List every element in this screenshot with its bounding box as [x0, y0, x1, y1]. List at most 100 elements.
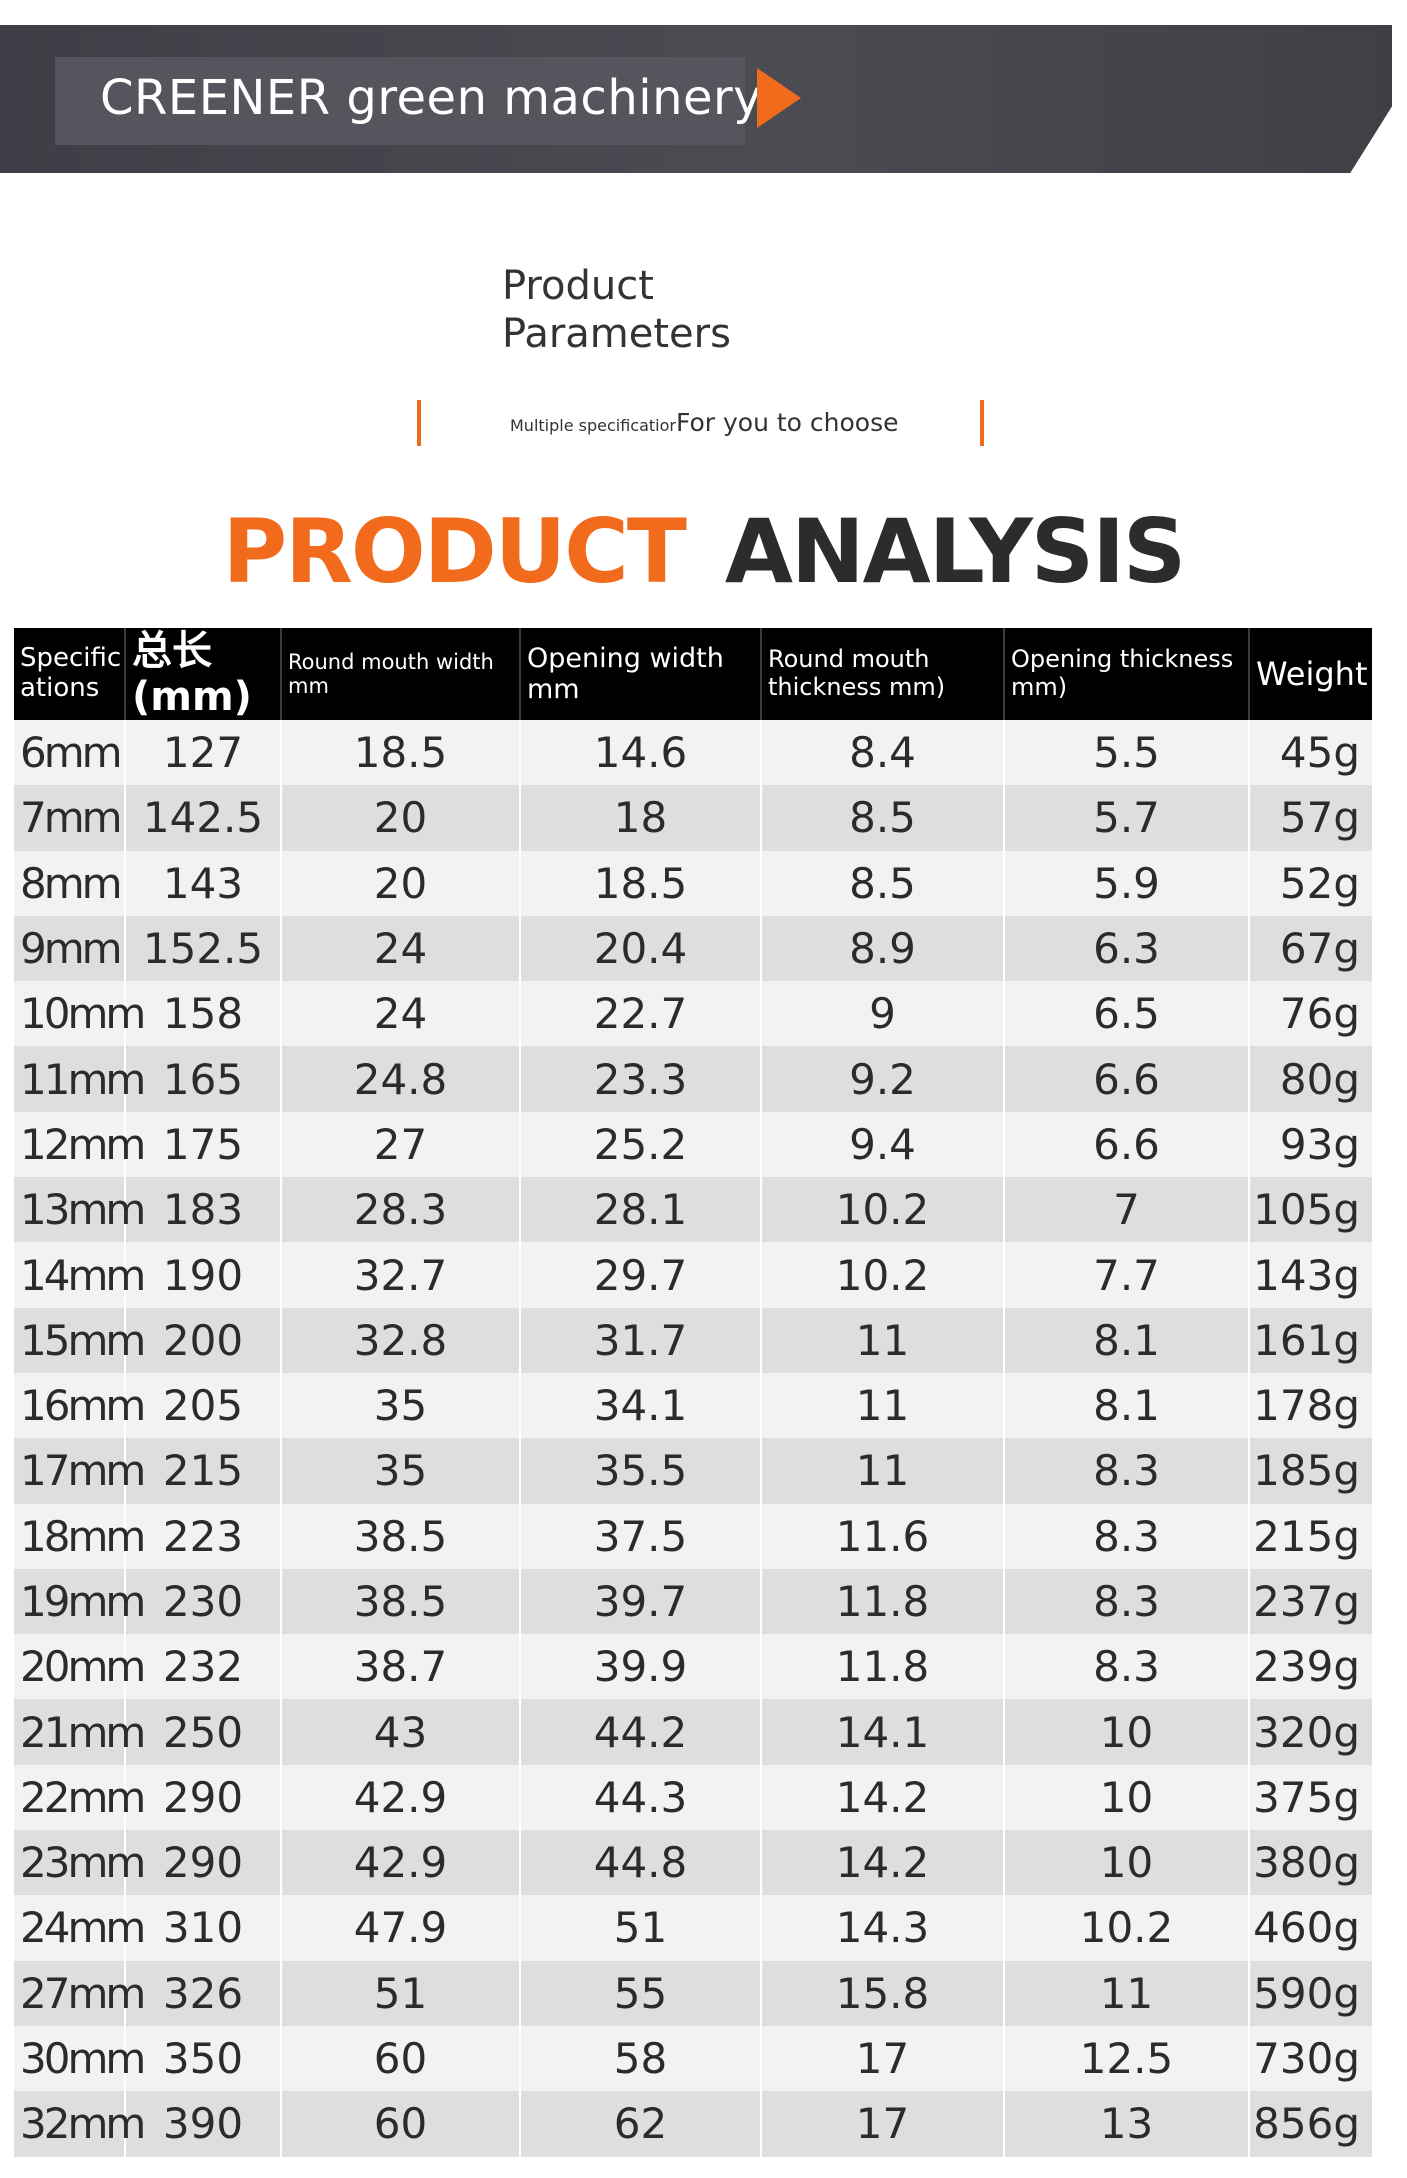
- cell-spec: 20mm: [14, 1634, 146, 1700]
- table-row: 19mm 230 38.5 39.7 11.8 8.3 237g: [14, 1568, 1372, 1635]
- brand-title: CREENER green machinery: [100, 70, 763, 126]
- cell-length: 175: [125, 1111, 282, 1178]
- cell-weight: 76g: [1249, 981, 1372, 1047]
- cell-weight: 161g: [1249, 1307, 1372, 1373]
- cell-weight: 590g: [1249, 1960, 1372, 2026]
- table-row: 13mm 183 28.3 28.1 10.2 7 105g: [14, 1177, 1372, 1243]
- cell-length: 205: [125, 1372, 282, 1439]
- cell-round-width: 18.5: [281, 720, 521, 786]
- table-row: 10mm 158 24 22.7 9 6.5 76g: [14, 981, 1372, 1047]
- cell-opening-thickness: 11: [1004, 1960, 1250, 2026]
- subtitle-small-text: Multiple specificatior: [510, 416, 676, 435]
- cell-spec: 32mm: [14, 2091, 146, 2157]
- cell-weight: 93g: [1249, 1111, 1372, 1178]
- cell-opening-width: 25.2: [520, 1111, 762, 1178]
- cell-round-thickness: 11.8: [761, 1568, 1005, 1635]
- table-header-row: Specific ations 总长(mm) Round mouth width…: [14, 628, 1372, 720]
- cell-round-thickness: 9.4: [761, 1111, 1005, 1178]
- cell-round-thickness: 11.6: [761, 1503, 1005, 1569]
- cell-length: 250: [125, 1699, 282, 1765]
- table-row: 12mm 175 27 25.2 9.4 6.6 93g: [14, 1111, 1372, 1178]
- cell-round-thickness: 8.4: [761, 720, 1005, 786]
- cell-length: 152.5: [125, 915, 282, 982]
- cell-round-width: 60: [281, 2091, 521, 2157]
- cell-round-thickness: 11: [761, 1307, 1005, 1373]
- section-title: Product Parameters: [502, 262, 731, 358]
- right-divider-bar: [980, 400, 984, 446]
- cell-round-width: 42.9: [281, 1830, 521, 1896]
- cell-round-thickness: 9: [761, 981, 1005, 1047]
- header-banner: CREENER green machinery: [0, 25, 1392, 173]
- cell-length: 158: [125, 981, 282, 1047]
- cell-round-thickness: 11.8: [761, 1634, 1005, 1700]
- table-row: 20mm 232 38.7 39.9 11.8 8.3 239g: [14, 1634, 1372, 1700]
- cell-opening-width: 44.2: [520, 1699, 762, 1765]
- cell-spec: 7mm: [14, 785, 126, 851]
- cell-weight: 375g: [1249, 1764, 1372, 1831]
- header-length-label: 总长: [132, 628, 212, 674]
- cell-opening-width: 23.3: [520, 1046, 762, 1112]
- cell-spec: 13mm: [14, 1177, 146, 1243]
- cell-opening-width: 39.7: [520, 1568, 762, 1635]
- table-row: 21mm 250 43 44.2 14.1 10 320g: [14, 1699, 1372, 1765]
- table-row: 24mm 310 47.9 51 14.3 10.2 460g: [14, 1895, 1372, 1961]
- cell-weight: 460g: [1249, 1895, 1372, 1961]
- cell-weight: 320g: [1249, 1699, 1372, 1765]
- table-row: 7mm 142.5 20 18 8.5 5.7 57g: [14, 785, 1372, 851]
- cell-length: 310: [125, 1895, 282, 1961]
- cell-opening-thickness: 12.5: [1004, 2025, 1250, 2092]
- cell-opening-thickness: 10.2: [1004, 1895, 1250, 1961]
- cell-opening-width: 55: [520, 1960, 762, 2026]
- cell-round-width: 38.5: [281, 1503, 521, 1569]
- cell-opening-thickness: 10: [1004, 1764, 1250, 1831]
- cell-spec: 18mm: [14, 1503, 146, 1569]
- header-length: 总长(mm): [125, 628, 282, 720]
- cell-weight: 52g: [1249, 850, 1372, 916]
- cell-round-width: 42.9: [281, 1764, 521, 1831]
- cell-opening-thickness: 10: [1004, 1830, 1250, 1896]
- cell-weight: 237g: [1249, 1568, 1372, 1635]
- cell-length: 232: [125, 1634, 282, 1700]
- cell-opening-width: 39.9: [520, 1634, 762, 1700]
- cell-opening-thickness: 7.7: [1004, 1242, 1250, 1308]
- table-row: 17mm 215 35 35.5 11 8.3 185g: [14, 1438, 1372, 1504]
- cell-opening-thickness: 7: [1004, 1177, 1250, 1243]
- cell-spec: 23mm: [14, 1830, 146, 1896]
- cell-opening-width: 20.4: [520, 915, 762, 982]
- cell-round-thickness: 17: [761, 2025, 1005, 2092]
- cell-round-thickness: 11: [761, 1372, 1005, 1439]
- cell-round-width: 24: [281, 981, 521, 1047]
- cell-opening-thickness: 8.3: [1004, 1503, 1250, 1569]
- cell-round-width: 47.9: [281, 1895, 521, 1961]
- cell-round-thickness: 14.2: [761, 1830, 1005, 1896]
- subtitle-main-text: For you to choose: [675, 408, 899, 437]
- cell-weight: 57g: [1249, 785, 1372, 851]
- cell-round-width: 35: [281, 1372, 521, 1439]
- cell-spec: 22mm: [14, 1764, 146, 1831]
- cell-length: 183: [125, 1177, 282, 1243]
- cell-opening-width: 44.3: [520, 1764, 762, 1831]
- cell-round-thickness: 17: [761, 2091, 1005, 2157]
- table-row: 23mm 290 42.9 44.8 14.2 10 380g: [14, 1830, 1372, 1896]
- cell-round-thickness: 14.1: [761, 1699, 1005, 1765]
- product-analysis-heading: PRODUCT ANALYSIS: [0, 500, 1407, 603]
- cell-round-width: 32.8: [281, 1307, 521, 1373]
- cell-spec: 8mm: [14, 850, 126, 916]
- cell-length: 290: [125, 1830, 282, 1896]
- cell-opening-thickness: 10: [1004, 1699, 1250, 1765]
- table-row: 14mm 190 32.7 29.7 10.2 7.7 143g: [14, 1242, 1372, 1308]
- cell-weight: 178g: [1249, 1372, 1372, 1439]
- cell-round-width: 60: [281, 2025, 521, 2092]
- cell-spec: 21mm: [14, 1699, 146, 1765]
- table-row: 6mm 127 18.5 14.6 8.4 5.5 45g: [14, 720, 1372, 786]
- cell-round-thickness: 15.8: [761, 1960, 1005, 2026]
- cell-weight: 239g: [1249, 1634, 1372, 1700]
- cell-opening-thickness: 8.1: [1004, 1372, 1250, 1439]
- cell-weight: 45g: [1249, 720, 1372, 786]
- cell-spec: 10mm: [14, 981, 146, 1047]
- cell-opening-width: 51: [520, 1895, 762, 1961]
- cell-spec: 30mm: [14, 2025, 146, 2092]
- cell-opening-thickness: 8.3: [1004, 1438, 1250, 1504]
- cell-spec: 16mm: [14, 1372, 146, 1439]
- table-row: 8mm 143 20 18.5 8.5 5.9 52g: [14, 850, 1372, 916]
